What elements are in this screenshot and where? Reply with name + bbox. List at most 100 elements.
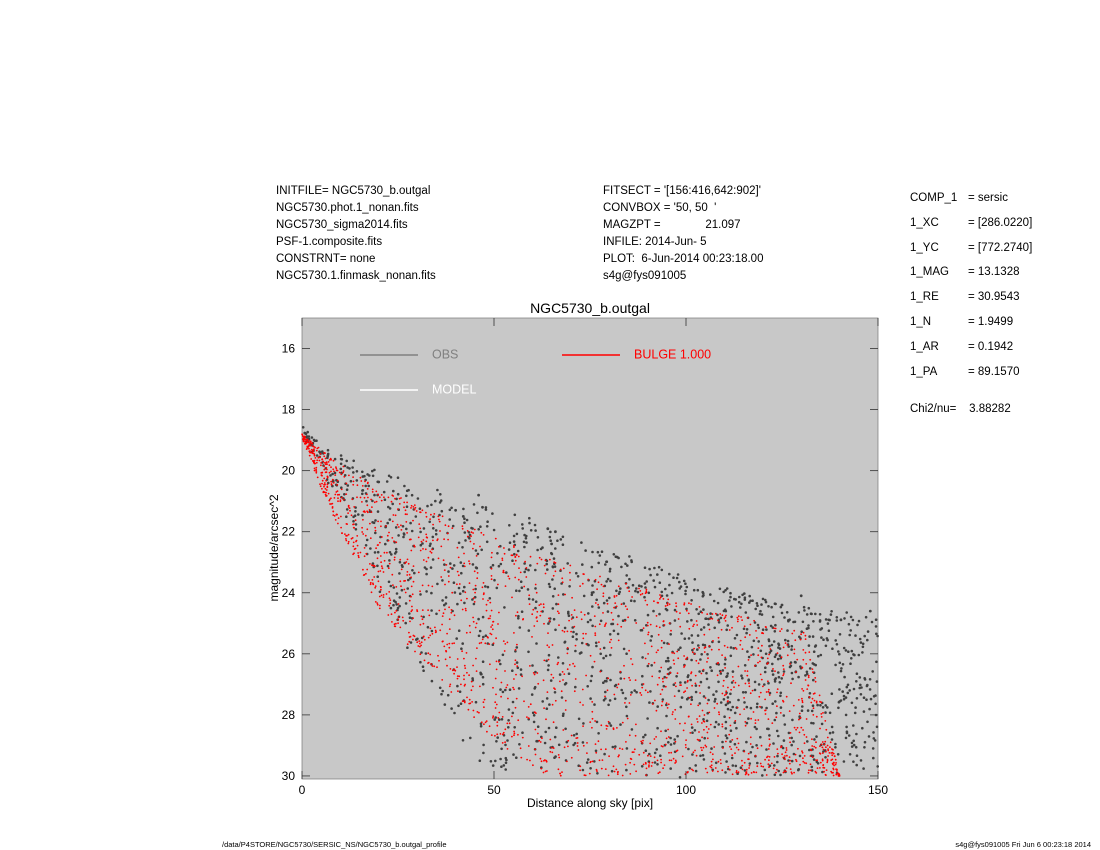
bulge-point: [559, 774, 562, 777]
bulge-point: [448, 628, 451, 630]
bulge-point: [461, 527, 464, 530]
bulge-point: [321, 479, 324, 482]
bulge-point: [377, 493, 379, 496]
obs-point: [660, 590, 664, 594]
bulge-point: [408, 599, 411, 602]
obs-point: [863, 678, 867, 681]
bulge-point: [479, 545, 481, 548]
bulge-point: [336, 493, 339, 496]
bulge-point: [406, 643, 409, 646]
bulge-point: [629, 757, 632, 760]
bulge-point: [439, 530, 441, 532]
bulge-point: [542, 679, 545, 682]
obs-point: [817, 654, 820, 658]
bulge-point: [394, 611, 396, 614]
obs-point: [453, 591, 457, 594]
obs-point: [392, 603, 395, 607]
obs-point: [702, 608, 705, 611]
bulge-point: [340, 473, 343, 476]
bulge-point: [714, 767, 717, 769]
bulge-point: [617, 683, 620, 686]
obs-point: [432, 527, 435, 530]
bulge-point: [692, 751, 695, 754]
bulge-point: [335, 467, 338, 470]
bulge-point: [607, 677, 610, 680]
bulge-point: [579, 701, 582, 704]
bulge-point: [352, 526, 355, 529]
bulge-point: [677, 618, 680, 620]
obs-point: [422, 527, 426, 530]
obs-point: [608, 633, 612, 636]
bulge-point: [449, 566, 452, 569]
obs-point: [643, 566, 647, 569]
bulge-point: [596, 588, 598, 591]
obs-point: [855, 763, 858, 767]
bulge-point: [834, 758, 837, 761]
obs-point: [478, 759, 482, 762]
bulge-point: [607, 774, 610, 777]
bulge-point: [466, 530, 469, 532]
bulge-point: [662, 598, 665, 600]
bulge-point: [832, 767, 835, 770]
obs-point: [539, 547, 543, 551]
obs-point: [848, 633, 851, 637]
obs-point: [694, 769, 698, 773]
bulge-point: [443, 538, 445, 541]
obs-point: [377, 480, 381, 484]
obs-point: [430, 503, 433, 507]
bulge-point: [334, 519, 337, 521]
bulge-point: [502, 571, 505, 574]
bulge-point: [383, 551, 386, 554]
obs-point: [680, 632, 683, 635]
obs-point: [729, 708, 733, 712]
obs-point: [690, 726, 694, 729]
bulge-point: [521, 675, 523, 678]
bulge-point: [361, 526, 363, 529]
obs-point: [373, 551, 377, 554]
obs-point: [401, 565, 404, 568]
bulge-point: [308, 443, 311, 446]
obs-point: [713, 700, 716, 703]
obs-point: [396, 476, 400, 480]
bulge-point: [412, 519, 414, 522]
bulge-point: [451, 669, 454, 672]
obs-point: [605, 580, 608, 583]
obs-point: [815, 735, 818, 738]
obs-point: [739, 606, 742, 609]
bulge-point: [759, 705, 761, 708]
obs-point: [710, 669, 713, 672]
bulge-point: [685, 658, 687, 660]
bulge-point: [648, 764, 650, 767]
obs-point: [548, 535, 552, 539]
bulge-point: [624, 619, 626, 622]
obs-point: [721, 740, 724, 744]
obs-point: [452, 581, 456, 584]
bulge-point: [769, 743, 771, 746]
bulge-point: [803, 742, 806, 745]
obs-point: [774, 700, 777, 703]
bulge-point: [703, 714, 706, 716]
bulge-point: [769, 648, 772, 650]
bulge-point: [419, 623, 422, 626]
bulge-point: [639, 590, 642, 592]
obs-point: [345, 508, 349, 511]
obs-point: [839, 618, 843, 622]
bulge-point: [657, 772, 660, 775]
bulge-point: [663, 624, 666, 626]
obs-point: [351, 466, 354, 469]
obs-point: [866, 630, 870, 633]
obs-point: [349, 479, 353, 483]
obs-point: [811, 704, 815, 707]
bulge-point: [563, 630, 566, 633]
obs-point: [855, 680, 858, 683]
obs-point: [837, 650, 840, 653]
bulge-point: [527, 745, 530, 747]
bulge-point: [352, 483, 355, 486]
bulge-point: [552, 747, 555, 749]
obs-point: [797, 675, 800, 679]
bulge-point: [681, 755, 684, 758]
obs-point: [545, 659, 548, 663]
obs-point: [743, 701, 746, 704]
bulge-point: [513, 734, 515, 737]
obs-point: [567, 612, 570, 615]
